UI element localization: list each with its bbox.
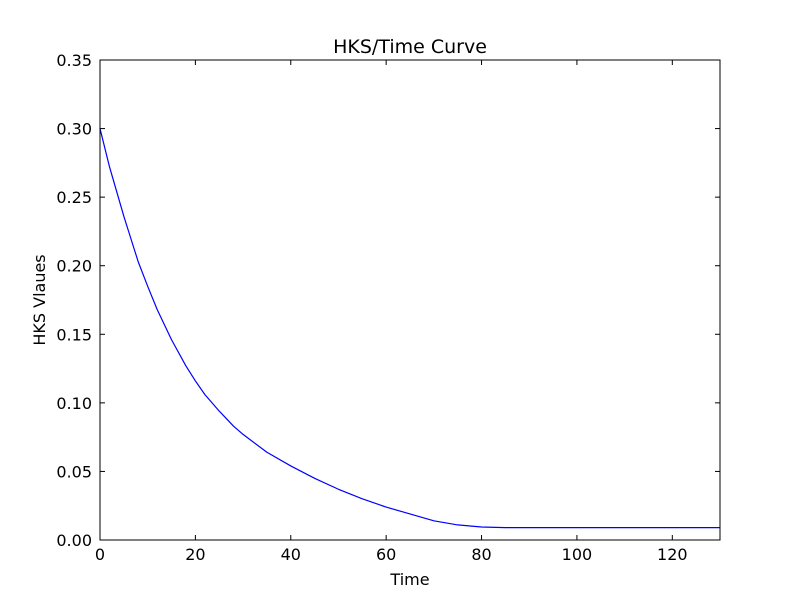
y-axis-title: HKS Vlaues bbox=[30, 254, 49, 345]
x-tick-label: 100 bbox=[562, 545, 593, 564]
ticks-layer: 0 20 40 60 80 100 120 0.00 0.05 0.10 0.15 0.20 0.25 0… bbox=[56, 51, 720, 564]
y-tick-label: 0.05 bbox=[56, 462, 92, 481]
plot-frame bbox=[99, 59, 721, 541]
y-tick-label: 0.15 bbox=[56, 325, 92, 344]
series-line bbox=[99, 127, 721, 529]
y-tick-label: 0.20 bbox=[56, 257, 92, 276]
y-tick-label: 0.10 bbox=[56, 394, 92, 413]
x-axis-title: Time bbox=[389, 570, 429, 589]
x-tick-label: 20 bbox=[185, 545, 205, 564]
x-tick-label: 120 bbox=[657, 545, 688, 564]
y-tick-label: 0.00 bbox=[56, 531, 92, 550]
y-tick-label: 0.25 bbox=[56, 188, 92, 207]
chart-title: HKS/Time Curve bbox=[333, 36, 487, 58]
x-tick-label: 60 bbox=[376, 545, 396, 564]
series-layer bbox=[99, 127, 721, 529]
x-tick-label: 40 bbox=[281, 545, 301, 564]
x-tick-label: 80 bbox=[471, 545, 491, 564]
y-tick-label: 0.30 bbox=[56, 120, 92, 139]
x-tick-label: 0 bbox=[95, 545, 105, 564]
y-tick-label: 0.35 bbox=[56, 51, 92, 70]
